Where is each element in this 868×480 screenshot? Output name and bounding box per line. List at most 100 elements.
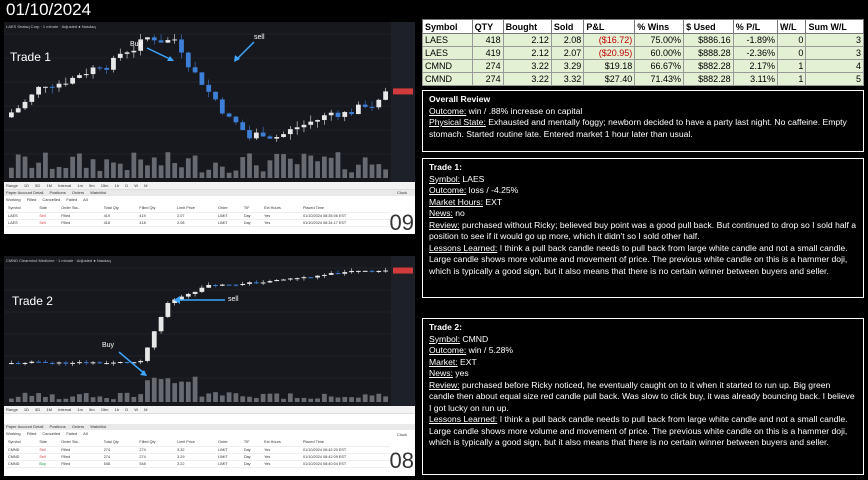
trade-cell: $27.40 xyxy=(583,72,636,86)
interval-d[interactable]: D xyxy=(125,407,129,412)
tab-positions[interactable]: Positions xyxy=(49,424,66,429)
orders-col-header[interactable]: Filled Qty xyxy=(137,205,176,213)
orders-col-header[interactable]: Symbol xyxy=(6,205,38,213)
volume-bar xyxy=(349,397,354,402)
tab-account-detail[interactable]: Paper Account Detail xyxy=(6,190,44,195)
range-5d[interactable]: 5D xyxy=(35,183,41,188)
orders-col-header[interactable]: Total Qty xyxy=(101,439,138,447)
volume-bar xyxy=(342,396,348,402)
candle-body xyxy=(22,101,28,109)
volume-bar xyxy=(131,396,137,402)
orders-col-header[interactable]: Placed Time xyxy=(300,205,390,213)
trade2-order-filters[interactable]: Working Filled Cancelled Failed All xyxy=(4,431,415,437)
interval-1h[interactable]: 1h xyxy=(114,407,120,412)
orders-col-header[interactable]: Ext Hours xyxy=(262,439,301,447)
tab-positions[interactable]: Positions xyxy=(49,190,66,195)
candle-body xyxy=(260,282,266,284)
interval-5m[interactable]: 5m xyxy=(89,183,95,188)
orders-col-header[interactable]: TIF xyxy=(241,205,263,213)
order-cell: LIMIT xyxy=(216,453,242,461)
order-row[interactable]: CMND Sell Filled 274 274 3.32 LIMIT Day Yes 01/10… xyxy=(6,446,390,454)
filter-cancelled[interactable]: Cancelled xyxy=(42,197,61,202)
news-value: no xyxy=(452,208,465,218)
candle-body xyxy=(199,287,205,292)
orders-col-header[interactable]: TIF xyxy=(241,439,263,447)
range-1d[interactable]: 1D xyxy=(23,183,30,188)
filter-cancelled[interactable]: Cancelled xyxy=(42,431,61,436)
interval-m[interactable]: M xyxy=(144,183,148,188)
filter-working[interactable]: Working xyxy=(6,431,21,436)
trade1-account-tabs[interactable]: Paper Account Detail Positions Orders Wa… xyxy=(4,190,415,196)
orders-col-header[interactable]: Order xyxy=(216,439,242,447)
tab-account-detail[interactable]: Paper Account Detail xyxy=(6,424,44,429)
tab-orders[interactable]: Orders xyxy=(71,190,85,195)
trade1-symbol: Symbol: LAES xyxy=(429,174,857,186)
orders-col-header[interactable]: Limit Price xyxy=(175,205,217,213)
tab-watchlist[interactable]: Watchlist xyxy=(90,190,107,195)
interval-w[interactable]: W xyxy=(134,183,139,188)
order-row[interactable]: CMND Buy Filled 548 548 3.22 LIMIT Day Yes 01/10/… xyxy=(6,460,390,468)
candle-body xyxy=(172,299,178,304)
volume-bar xyxy=(15,396,21,402)
filter-filled[interactable]: Filled xyxy=(26,431,37,436)
interval-1h[interactable]: 1h xyxy=(114,183,120,188)
price-axis[interactable] xyxy=(391,22,415,182)
date-title: 01/10/2024 xyxy=(6,0,92,19)
orders-col-header[interactable]: Order Sta.. xyxy=(59,439,102,447)
range-1d[interactable]: 1D xyxy=(23,407,30,412)
trade2-chart[interactable] xyxy=(4,256,415,406)
volume-bar xyxy=(383,396,388,402)
interval-w[interactable]: W xyxy=(134,407,139,412)
filter-failed[interactable]: Failed xyxy=(66,197,78,202)
orders-col-header[interactable]: Order Sta.. xyxy=(59,205,102,213)
order-cell: Day xyxy=(241,219,263,227)
orders-col-header[interactable]: Total Qty xyxy=(101,205,138,213)
tab-watchlist[interactable]: Watchlist xyxy=(90,424,107,429)
interval-m[interactable]: M xyxy=(144,407,148,412)
volume-bar xyxy=(192,376,198,402)
filter-filled[interactable]: Filled xyxy=(26,197,37,202)
trade1-order-filters[interactable]: Working Filled Cancelled Failed All xyxy=(4,197,415,203)
trade-cell: LAES xyxy=(422,33,473,47)
orders-col-header[interactable]: Side xyxy=(37,439,60,447)
price-axis[interactable] xyxy=(391,256,415,406)
range-5d[interactable]: 5D xyxy=(35,407,41,412)
tab-orders[interactable]: Orders xyxy=(71,424,85,429)
volume-bar xyxy=(294,398,300,402)
order-row[interactable]: LAES Sell Filled 419 419 2.07 LIMIT Day Yes 01/10… xyxy=(6,212,390,220)
interval-15m[interactable]: 15m xyxy=(100,407,109,412)
trade1-range-bar[interactable]: Range 1D 5D 1M Interval 1m 5m 15m 1h D W… xyxy=(4,182,415,190)
volume-bar xyxy=(260,171,266,178)
market-label: Market: xyxy=(429,356,458,367)
trade2-account-tabs[interactable]: Paper Account Detail Positions Orders Wa… xyxy=(4,424,415,430)
trade2-range-bar[interactable]: Range 1D 5D 1M Interval 1m 5m 15m 1h D W… xyxy=(4,406,415,414)
order-row[interactable]: CMND Sell Filled 274 274 3.29 LIMIT Day Yes 01/10… xyxy=(6,453,390,461)
orders-col-header[interactable]: Symbol xyxy=(6,439,38,447)
order-cell: Yes xyxy=(262,453,301,461)
orders-col-header[interactable]: Limit Price xyxy=(175,439,217,447)
candle-body xyxy=(233,116,239,123)
last-price-tag xyxy=(393,88,413,95)
orders-col-header[interactable]: Placed Time xyxy=(300,439,390,447)
interval-5m[interactable]: 5m xyxy=(89,407,95,412)
interval-1m[interactable]: 1m xyxy=(77,183,83,188)
filter-all[interactable]: All xyxy=(83,431,88,436)
interval-15m[interactable]: 15m xyxy=(100,183,109,188)
range-1m[interactable]: 1M xyxy=(46,183,52,188)
filter-failed[interactable]: Failed xyxy=(66,431,78,436)
trades-col-header: QTY xyxy=(471,19,504,34)
interval-1m[interactable]: 1m xyxy=(77,407,83,412)
orders-col-header[interactable]: Ext Hours xyxy=(262,205,301,213)
order-row[interactable]: LAES Sell Filled 418 418 2.08 LIMIT Day Yes 01/10… xyxy=(6,219,390,227)
interval-d[interactable]: D xyxy=(125,183,129,188)
filter-working[interactable]: Working xyxy=(6,197,21,202)
volume-bar xyxy=(267,160,273,178)
filter-all[interactable]: All xyxy=(83,197,88,202)
orders-col-header[interactable]: Order xyxy=(216,205,242,213)
range-1m[interactable]: 1M xyxy=(46,407,52,412)
trade1-chart[interactable] xyxy=(4,22,415,182)
order-cell: 419 xyxy=(101,212,138,220)
orders-col-header[interactable]: Side xyxy=(37,205,60,213)
volume-bar xyxy=(287,393,293,402)
orders-col-header[interactable]: Filled Qty xyxy=(137,439,176,447)
